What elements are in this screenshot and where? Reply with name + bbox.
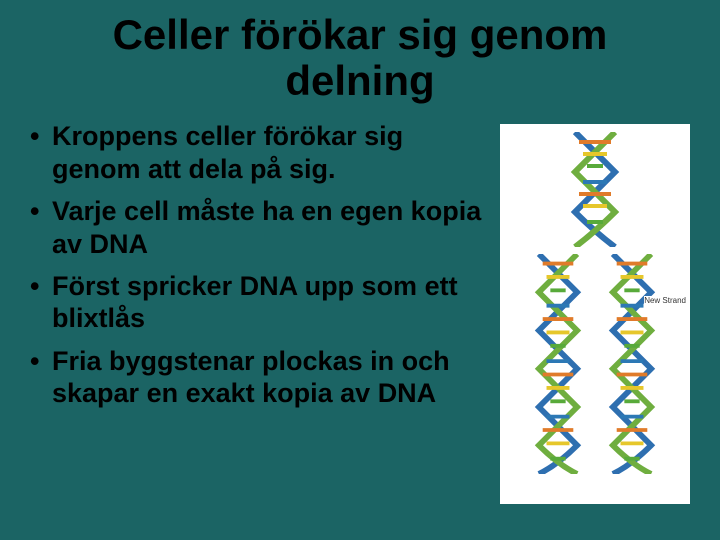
dna-icon <box>528 254 588 474</box>
list-item: Först spricker DNA upp som ett blixtlås <box>30 270 492 335</box>
bullet-list: Kroppens celler förökar sig genom att de… <box>30 120 500 504</box>
slide: Celler förökar sig genom delning Kroppen… <box>0 0 720 540</box>
bullet-text: Fria byggstenar plockas in och skapar en… <box>52 346 450 408</box>
slide-title: Celler förökar sig genom delning <box>0 0 720 110</box>
slide-body: Kroppens celler förökar sig genom att de… <box>0 110 720 524</box>
dna-icon <box>565 132 625 247</box>
dna-helix-top <box>565 132 625 247</box>
dna-helix-left <box>528 254 588 474</box>
dna-helix-right <box>602 254 662 474</box>
bullet-text: Kroppens celler förökar sig genom att de… <box>52 121 403 183</box>
dna-figure: New Strand <box>500 124 690 504</box>
bullet-text: Först spricker DNA upp som ett blixtlås <box>52 271 458 333</box>
list-item: Fria byggstenar plockas in och skapar en… <box>30 345 492 410</box>
bullet-text: Varje cell måste ha en egen kopia av DNA <box>52 196 481 258</box>
figure-label-new-strand: New Strand <box>644 296 686 305</box>
list-item: Kroppens celler förökar sig genom att de… <box>30 120 492 185</box>
list-item: Varje cell måste ha en egen kopia av DNA <box>30 195 492 260</box>
dna-icon <box>602 254 662 474</box>
